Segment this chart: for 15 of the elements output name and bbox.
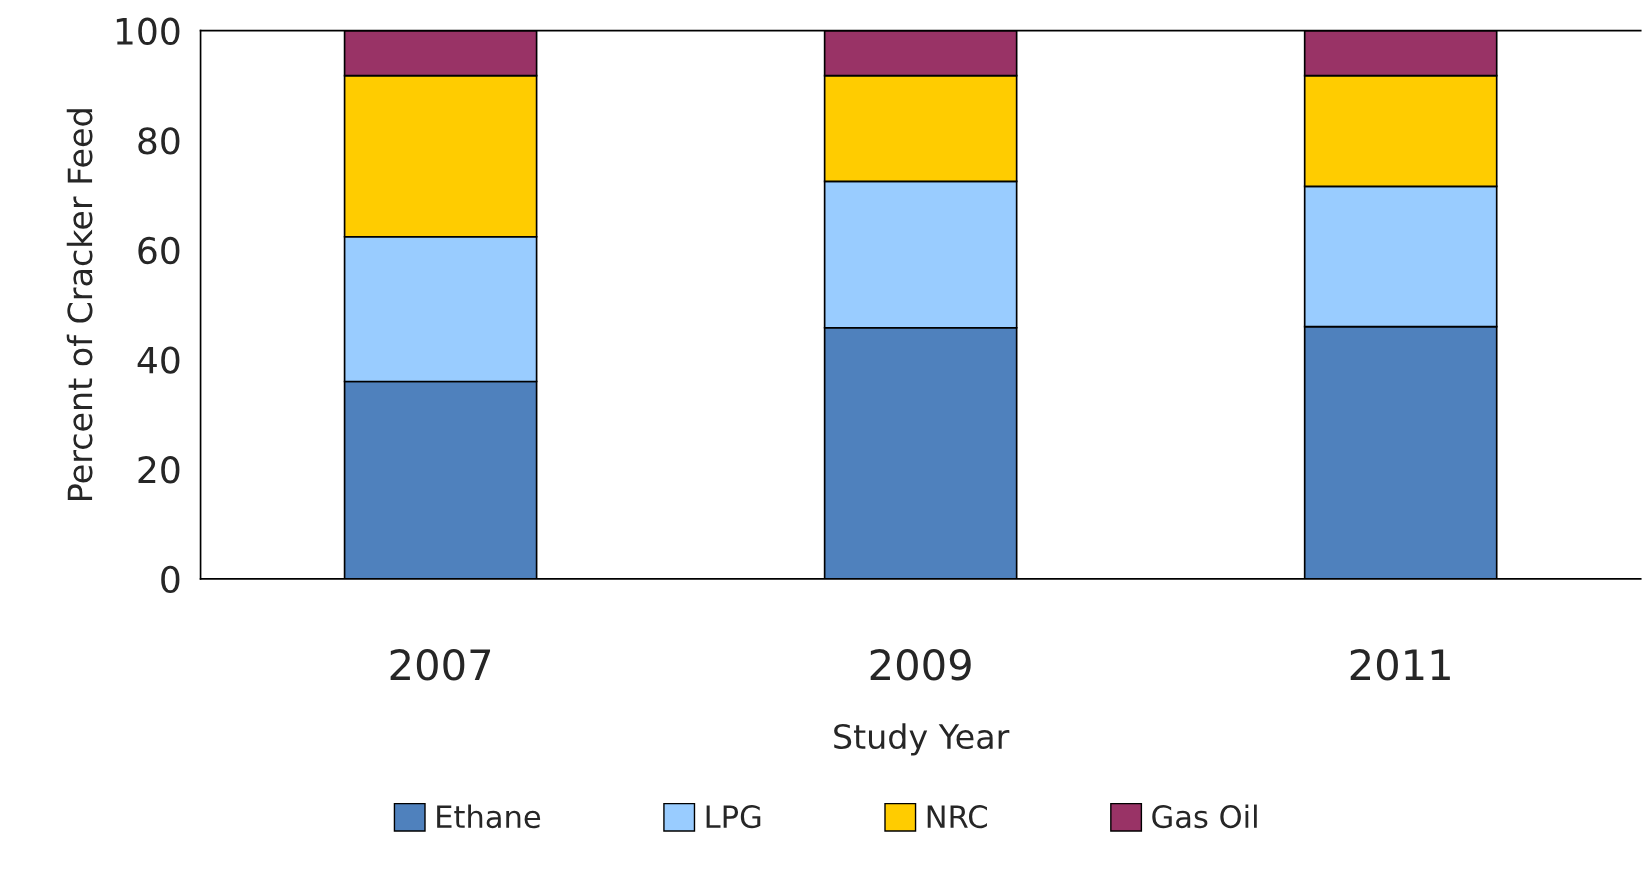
- y-tick-label: 80: [138, 127, 180, 155]
- legend-label: Gas Oil: [1152, 804, 1257, 829]
- x-tick-label: 2009: [870, 649, 971, 681]
- legend-label: NRC: [927, 805, 987, 829]
- legend-label: LPG: [706, 805, 761, 829]
- legend-label: Ethane: [437, 804, 541, 829]
- y-axis-title: Percent of Cracker Feed: [66, 109, 93, 500]
- y-tick-label: 20: [138, 456, 180, 484]
- y-tick-label: 100: [116, 17, 180, 45]
- y-tick-label: 0: [161, 565, 180, 594]
- x-tick-label: 2007: [390, 649, 491, 681]
- x-tick-label: 2011: [1350, 649, 1450, 681]
- x-axis-title: Study Year: [834, 723, 1010, 756]
- y-tick-label: 60: [138, 236, 180, 265]
- y-tick-label: 40: [137, 346, 180, 374]
